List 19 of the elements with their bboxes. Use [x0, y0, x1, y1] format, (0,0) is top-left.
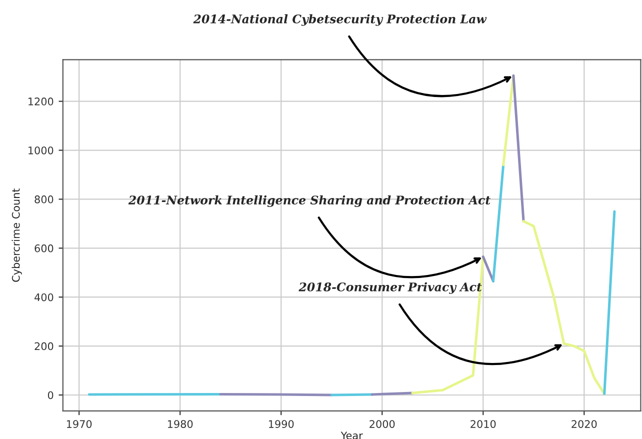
x-tick-label: 1990 — [268, 420, 294, 428]
y-tick-label: 1000 — [28, 146, 54, 154]
y-tick-label: 0 — [48, 391, 54, 400]
x-tick-label: 2010 — [470, 420, 496, 428]
annotation: 2014-National Cybetsecurity Protection Law — [193, 14, 487, 26]
y-tick-label: 400 — [34, 293, 54, 302]
y-axis-title: Cybercrime Count — [12, 188, 22, 282]
x-tick-label: 1980 — [168, 420, 193, 428]
y-tick-label: 1200 — [28, 98, 54, 106]
annotation: 2011-Network Intelligence Sharing and Protection Act — [128, 195, 490, 207]
x-tick-label: 1970 — [66, 420, 92, 428]
y-tick-label: 200 — [34, 342, 54, 350]
x-tick-label: 2000 — [370, 420, 395, 428]
line-series — [522, 220, 606, 396]
x-axis-title: Year — [340, 432, 363, 439]
y-tick-label: 800 — [34, 195, 54, 204]
x-tick-label: 2020 — [572, 420, 597, 428]
annotation: 2018-Consumer Privacy Act — [298, 282, 482, 294]
y-tick-label: 600 — [34, 244, 54, 252]
